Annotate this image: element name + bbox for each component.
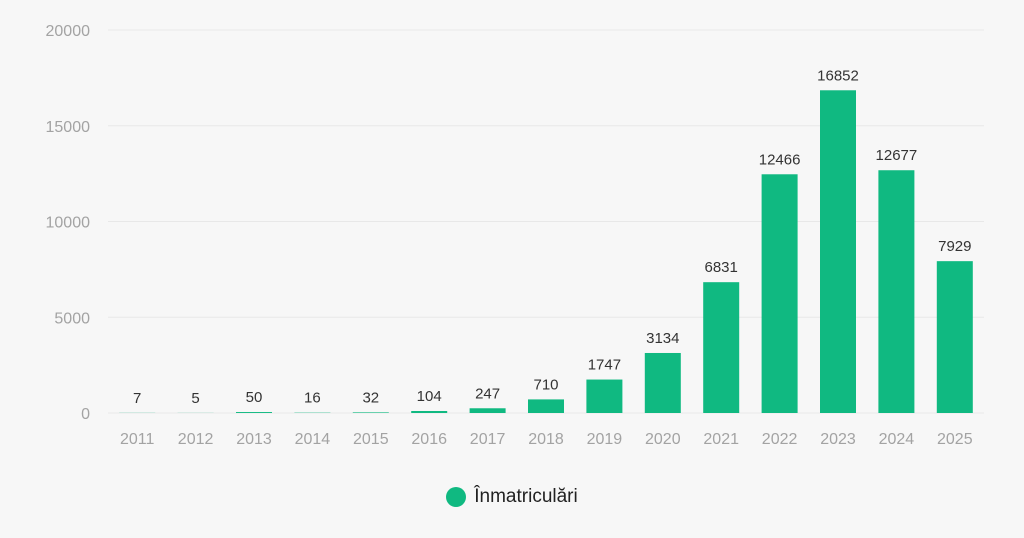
data-label: 50 bbox=[246, 389, 263, 406]
data-labels: 7 5 50 16 32 104 247 710 1747 3134 6831 12466 16852 1… bbox=[133, 67, 971, 407]
data-label: 12677 bbox=[876, 147, 918, 164]
x-tick-label: 2020 bbox=[645, 431, 681, 448]
data-label: 6831 bbox=[705, 259, 738, 276]
y-tick-label: 20000 bbox=[46, 23, 91, 40]
x-tick-label: 2014 bbox=[295, 431, 331, 448]
x-tick-label: 2012 bbox=[178, 431, 214, 448]
x-axis-ticks: 2011 2012 2013 2014 2015 2016 2017 2018 2019 2020… bbox=[120, 431, 973, 448]
x-tick-label: 2015 bbox=[353, 431, 389, 448]
data-label: 5 bbox=[191, 390, 199, 407]
bar bbox=[352, 412, 389, 413]
bar bbox=[936, 261, 973, 413]
bar bbox=[411, 411, 448, 413]
x-tick-label: 2021 bbox=[703, 431, 739, 448]
data-label: 247 bbox=[475, 385, 500, 402]
x-tick-label: 2011 bbox=[120, 431, 155, 448]
bars bbox=[119, 90, 973, 413]
data-label: 32 bbox=[362, 389, 379, 406]
bar bbox=[469, 408, 506, 413]
legend-label: Înmatriculări bbox=[474, 486, 578, 507]
y-tick-label: 15000 bbox=[46, 119, 91, 136]
data-label: 7 bbox=[133, 390, 141, 407]
bar bbox=[761, 174, 798, 413]
legend[interactable]: Înmatriculări bbox=[0, 486, 1024, 508]
data-label: 710 bbox=[533, 376, 558, 393]
y-tick-label: 10000 bbox=[46, 215, 91, 232]
bar-chart-svg: 0 5000 10000 15000 20000 7 5 50 16 32 104 247 710 17… bbox=[46, 23, 984, 448]
data-label: 12466 bbox=[759, 151, 801, 168]
data-label: 7929 bbox=[938, 238, 971, 255]
y-tick-label: 0 bbox=[81, 406, 90, 423]
bar bbox=[586, 379, 623, 413]
bar bbox=[528, 399, 564, 413]
legend-swatch bbox=[446, 487, 467, 507]
bar bbox=[644, 352, 681, 413]
x-tick-label: 2019 bbox=[587, 431, 623, 448]
bar bbox=[236, 412, 272, 413]
data-label: 104 bbox=[417, 388, 442, 405]
bar bbox=[703, 282, 740, 413]
data-label: 3134 bbox=[646, 330, 679, 347]
x-tick-label: 2023 bbox=[820, 431, 856, 448]
x-tick-label: 2018 bbox=[528, 431, 564, 448]
data-label: 1747 bbox=[588, 357, 621, 374]
x-tick-label: 2025 bbox=[937, 431, 973, 448]
y-tick-label: 5000 bbox=[54, 310, 90, 327]
x-tick-label: 2022 bbox=[762, 431, 798, 448]
bar bbox=[878, 170, 915, 413]
x-tick-label: 2024 bbox=[879, 431, 915, 448]
bar bbox=[820, 90, 856, 413]
data-label: 16852 bbox=[817, 67, 859, 84]
x-tick-label: 2017 bbox=[470, 431, 506, 448]
x-tick-label: 2016 bbox=[411, 431, 447, 448]
x-tick-label: 2013 bbox=[236, 431, 272, 448]
data-label: 16 bbox=[304, 390, 321, 407]
y-axis-ticks: 0 5000 10000 15000 20000 bbox=[46, 23, 91, 423]
